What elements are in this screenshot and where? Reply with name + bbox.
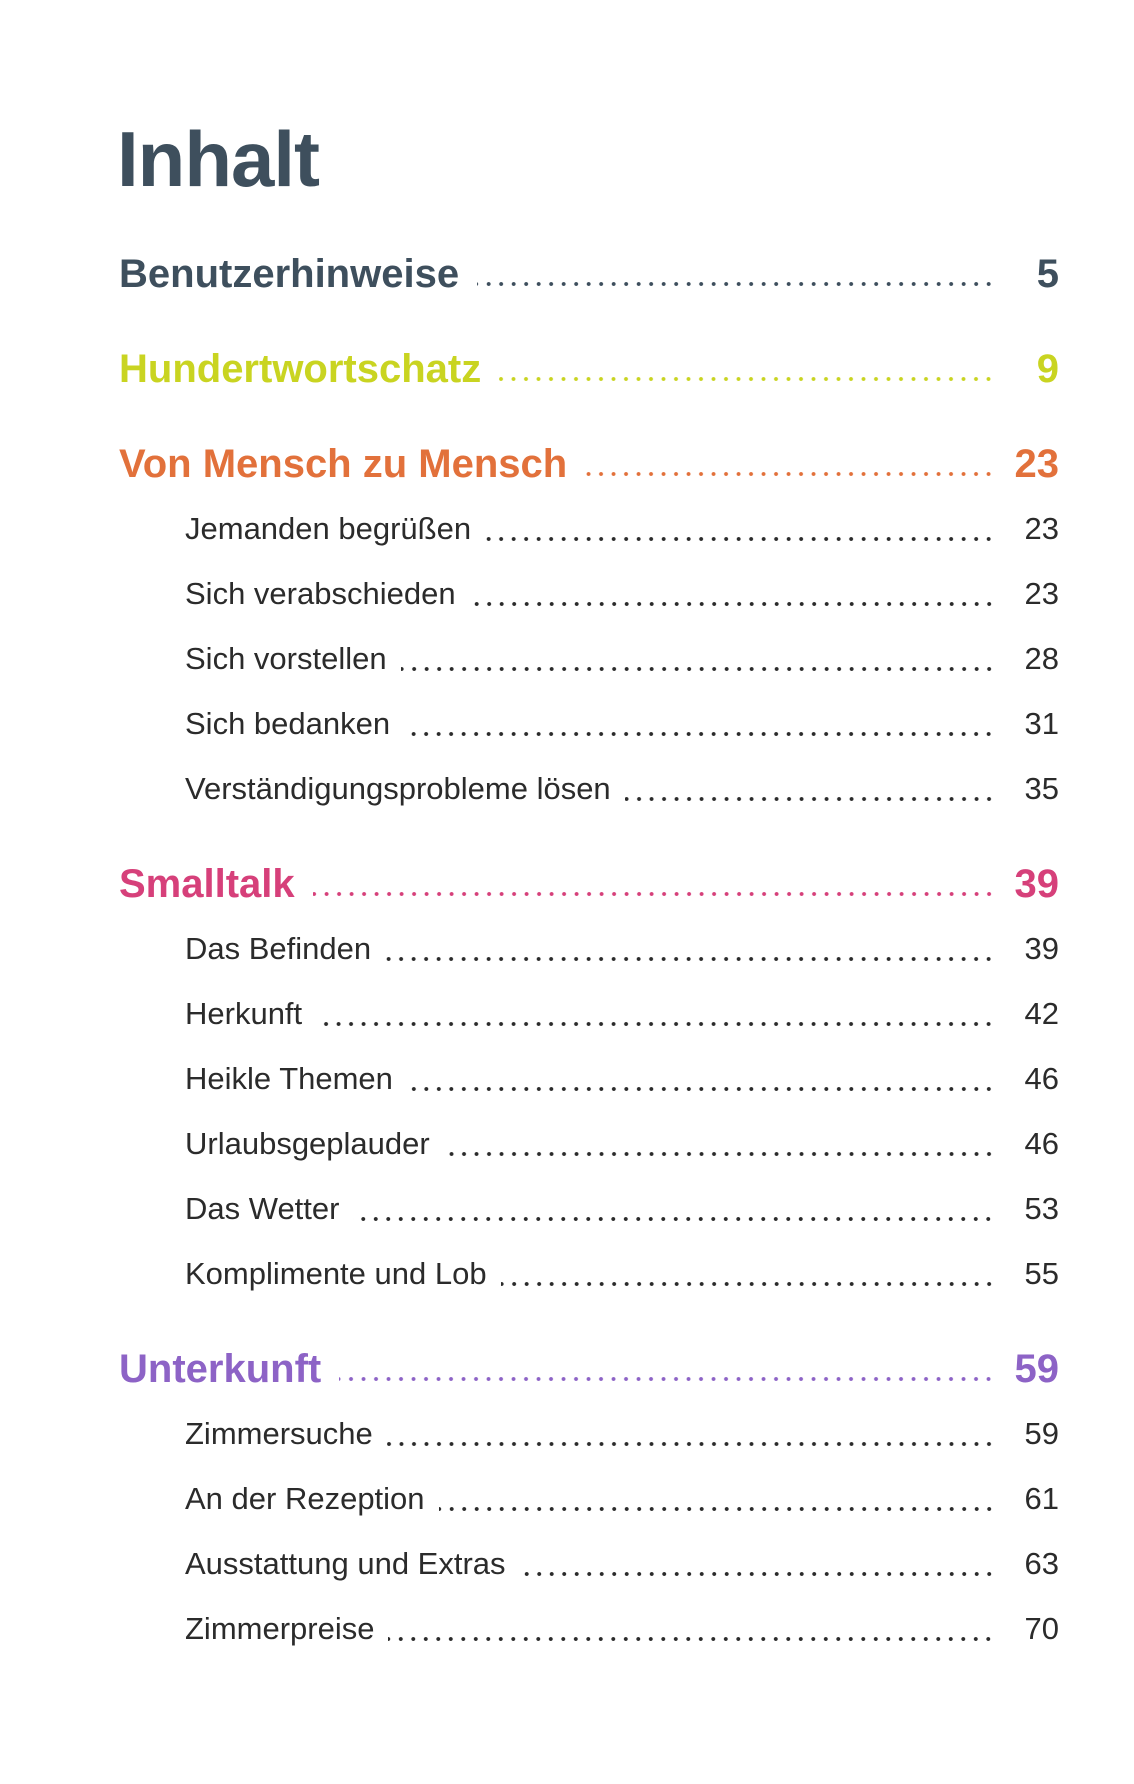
- section-heading-title: Von Mensch zu Mensch: [119, 442, 568, 486]
- section-heading-page: 59: [1014, 1347, 1060, 1391]
- section-heading-title: Smalltalk: [119, 862, 295, 906]
- subsection-entry: An der Rezeption 61: [185, 1474, 1059, 1524]
- subsection-entry-page: 53: [1024, 1191, 1059, 1226]
- dot-leader: [519, 1570, 995, 1578]
- section-heading-title: Hundertwortschatz: [119, 347, 482, 391]
- subsection-entry-page: 63: [1024, 1546, 1059, 1581]
- subsection-entry-title: Ausstattung und Extras: [185, 1546, 506, 1581]
- dot-leader: [312, 890, 995, 898]
- dot-leader: [316, 1020, 995, 1028]
- dot-leader: [388, 1635, 995, 1643]
- subsection-entry-page: 59: [1024, 1416, 1059, 1451]
- section-heading: Von Mensch zu Mensch 23: [119, 439, 1059, 489]
- subsection-entry-page: 70: [1024, 1611, 1059, 1646]
- subsection-entry-page: 55: [1024, 1256, 1059, 1291]
- subsection-list: Zimmersuche 59 An der Rezeption 61 Ausstattu…: [0, 1409, 1134, 1654]
- toc-section: Hundertwortschatz 9: [0, 344, 1134, 394]
- subsection-entry-page: 23: [1024, 511, 1059, 546]
- section-heading-page: 5: [1036, 252, 1059, 296]
- subsection-list: Jemanden begrüßen 23 Sich verabschieden 23 S…: [0, 504, 1134, 814]
- toc-section: Unterkunft 59 Zimmersuche 59 An der Rezeptio…: [0, 1344, 1134, 1654]
- subsection-entry-page: 28: [1024, 641, 1059, 676]
- subsection-entry: Ausstattung und Extras 63: [185, 1539, 1059, 1589]
- dot-leader: [406, 1085, 995, 1093]
- toc-section: Smalltalk 39 Das Befinden 39 Herkunft 42 Heikl…: [0, 859, 1134, 1299]
- dot-leader: [585, 470, 995, 478]
- subsection-entry-page: 42: [1024, 996, 1059, 1031]
- dot-leader: [499, 375, 995, 383]
- dot-leader: [469, 600, 995, 608]
- dot-leader: [443, 1150, 995, 1158]
- subsection-entry: Sich vorstellen 28: [185, 634, 1059, 684]
- section-heading: Benutzerhinweise 5: [119, 249, 1059, 299]
- subsection-entry: Das Befinden 39: [185, 924, 1059, 974]
- subsection-entry-title: Komplimente und Lob: [185, 1256, 487, 1291]
- subsection-entry-title: Urlaubsgeplauder: [185, 1126, 430, 1161]
- subsection-entry-title: Sich bedanken: [185, 706, 391, 741]
- subsection-entry-title: Sich verabschieden: [185, 576, 456, 611]
- subsection-entry-title: Heikle Themen: [185, 1061, 393, 1096]
- subsection-list: Das Befinden 39 Herkunft 42 Heikle Themen 46 U…: [0, 924, 1134, 1299]
- dot-leader: [339, 1375, 995, 1383]
- subsection-entry-page: 61: [1024, 1481, 1059, 1516]
- subsection-entry-page: 31: [1024, 706, 1059, 741]
- subsection-entry-page: 46: [1024, 1126, 1059, 1161]
- subsection-entry-title: Das Befinden: [185, 931, 372, 966]
- subsection-entry: Komplimente und Lob 55: [185, 1249, 1059, 1299]
- section-heading-title: Benutzerhinweise: [119, 252, 460, 296]
- dot-leader: [385, 955, 995, 963]
- subsection-entry-title: Zimmersuche: [185, 1416, 373, 1451]
- subsection-entry: Verständigungsprobleme lösen 35: [185, 764, 1059, 814]
- subsection-entry-title: Verständigungsprobleme lösen: [185, 771, 611, 806]
- subsection-entry: Jemanden begrüßen 23: [185, 504, 1059, 554]
- subsection-entry: Urlaubsgeplauder 46: [185, 1119, 1059, 1169]
- page-title: Inhalt: [117, 115, 320, 203]
- section-heading-page: 39: [1014, 862, 1060, 906]
- section-heading: Smalltalk 39: [119, 859, 1059, 909]
- dot-leader: [404, 730, 995, 738]
- subsection-entry-page: 35: [1024, 771, 1059, 806]
- subsection-entry-title: Jemanden begrüßen: [185, 511, 472, 546]
- subsection-entry-title: Das Wetter: [185, 1191, 340, 1226]
- subsection-entry-title: Herkunft: [185, 996, 303, 1031]
- section-heading: Unterkunft 59: [119, 1344, 1059, 1394]
- subsection-entry-page: 46: [1024, 1061, 1059, 1096]
- subsection-entry: Zimmerpreise 70: [185, 1604, 1059, 1654]
- subsection-entry: Sich verabschieden 23: [185, 569, 1059, 619]
- subsection-entry: Zimmersuche 59: [185, 1409, 1059, 1459]
- toc-section: Benutzerhinweise 5: [0, 249, 1134, 299]
- subsection-entry-title: Zimmerpreise: [185, 1611, 375, 1646]
- dot-leader: [624, 795, 995, 803]
- toc-section: Von Mensch zu Mensch 23 Jemanden begrüßen 2…: [0, 439, 1134, 814]
- subsection-entry-page: 39: [1024, 931, 1059, 966]
- subsection-entry: Herkunft 42: [185, 989, 1059, 1039]
- dot-leader: [500, 1280, 995, 1288]
- toc: Benutzerhinweise 5 Hundertwortschatz 9 Von M…: [0, 249, 1134, 1654]
- dot-leader: [438, 1505, 995, 1513]
- dot-leader: [400, 665, 995, 673]
- dot-leader: [386, 1440, 995, 1448]
- section-heading-page: 9: [1036, 347, 1059, 391]
- section-heading: Hundertwortschatz 9: [119, 344, 1059, 394]
- subsection-entry: Sich bedanken 31: [185, 699, 1059, 749]
- subsection-entry-title: An der Rezeption: [185, 1481, 425, 1516]
- subsection-entry-title: Sich vorstellen: [185, 641, 387, 676]
- subsection-entry: Heikle Themen 46: [185, 1054, 1059, 1104]
- dot-leader: [353, 1215, 995, 1223]
- subsection-entry-page: 23: [1024, 576, 1059, 611]
- subsection-entry: Das Wetter 53: [185, 1184, 1059, 1234]
- dot-leader: [477, 280, 995, 288]
- dot-leader: [485, 535, 995, 543]
- section-heading-title: Unterkunft: [119, 1347, 322, 1391]
- section-heading-page: 23: [1014, 442, 1060, 486]
